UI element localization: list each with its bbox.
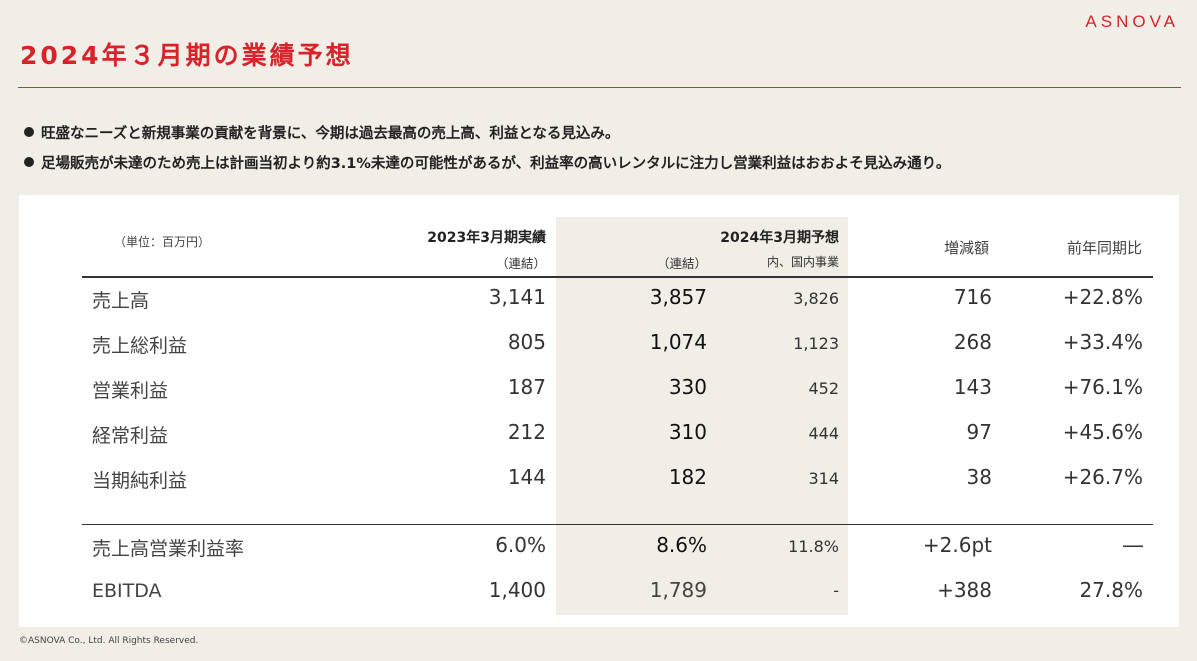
cell-yoy: +22.8% — [1062, 285, 1143, 309]
cell-forecast: 3,857 — [649, 285, 707, 309]
cell-actual: 6.0% — [495, 533, 546, 557]
forecast-column-highlight — [556, 217, 848, 615]
cell-domestic: 314 — [808, 469, 839, 488]
section-divider — [82, 524, 1153, 525]
cell-forecast: 1,074 — [649, 330, 707, 354]
cell-yoy: ― — [1123, 533, 1143, 557]
row-label: 当期純利益 — [92, 470, 188, 492]
header-actual-sub: （連結） — [495, 256, 546, 271]
row-label: 売上高 — [92, 290, 150, 312]
bullet-dot-icon — [24, 157, 34, 167]
cell-domestic: 1,123 — [793, 334, 839, 353]
header-yoy: 前年同期比 — [1066, 239, 1142, 257]
cell-actual: 144 — [507, 465, 546, 489]
forecast-table: （単位：百万円） 2023年3月期実績 （連結） 2024年3月期予想 （連結）… — [19, 195, 1179, 627]
bullet-dot-icon — [24, 127, 34, 137]
header-change: 増減額 — [943, 239, 989, 257]
cell-domestic: 444 — [808, 424, 839, 443]
page-title: 2024年３月期の業績予想 — [20, 41, 354, 70]
cell-change: 268 — [953, 330, 992, 354]
cell-actual: 212 — [507, 420, 546, 444]
cell-change: 97 — [966, 420, 992, 444]
cell-change: 716 — [953, 285, 992, 309]
unit-note: （単位：百万円） — [114, 235, 211, 249]
cell-forecast: 310 — [668, 420, 707, 444]
cell-domestic: 3,826 — [793, 289, 839, 308]
row-label: 売上高営業利益率 — [92, 538, 245, 560]
brand-logo: ASNOVA — [1085, 12, 1179, 31]
header-forecast-sub: （連結） — [656, 256, 707, 271]
cell-actual: 805 — [507, 330, 546, 354]
row-label: 経常利益 — [92, 425, 169, 447]
copyright-footer: ©ASNOVA Co., Ltd. All Rights Reserved. — [19, 636, 199, 646]
cell-forecast: 1,789 — [649, 578, 707, 602]
cell-domestic: 11.8% — [788, 537, 839, 556]
header-actual: 2023年3月期実績 — [427, 230, 546, 246]
cell-yoy: 27.8% — [1079, 578, 1143, 602]
header-domestic-sub: 内、国内事業 — [766, 255, 839, 269]
cell-yoy: +33.4% — [1062, 330, 1143, 354]
bullet-item: 旺盛なニーズと新規事業の貢献を背景に、今期は過去最高の売上高、利益となる見込み。 — [24, 117, 950, 147]
bullet-text: 旺盛なニーズと新規事業の貢献を背景に、今期は過去最高の売上高、利益となる見込み。 — [41, 125, 620, 142]
title-divider — [18, 87, 1181, 88]
cell-yoy: +26.7% — [1062, 465, 1143, 489]
header-forecast: 2024年3月期予想 — [720, 230, 839, 246]
summary-bullets: 旺盛なニーズと新規事業の貢献を背景に、今期は過去最高の売上高、利益となる見込み。… — [24, 117, 950, 177]
cell-forecast: 330 — [668, 375, 707, 399]
header-divider — [82, 276, 1153, 278]
cell-change: +2.6pt — [922, 533, 992, 557]
bullet-text: 足場販売が未達のため売上は計画当初より約3.1%未達の可能性があるが、利益率の高… — [41, 155, 951, 172]
cell-yoy: +45.6% — [1062, 420, 1143, 444]
cell-domestic: - — [833, 581, 839, 600]
row-label: 売上総利益 — [92, 335, 188, 357]
cell-domestic: 452 — [808, 379, 839, 398]
cell-change: 143 — [953, 375, 992, 399]
cell-actual: 187 — [507, 375, 546, 399]
cell-forecast: 8.6% — [656, 533, 707, 557]
cell-forecast: 182 — [668, 465, 707, 489]
cell-change: 38 — [966, 465, 992, 489]
cell-change: +388 — [937, 578, 992, 602]
cell-actual: 3,141 — [488, 285, 546, 309]
cell-yoy: +76.1% — [1062, 375, 1143, 399]
row-label: 営業利益 — [92, 380, 169, 402]
cell-actual: 1,400 — [488, 578, 546, 602]
row-label: EBITDA — [92, 580, 162, 602]
bullet-item: 足場販売が未達のため売上は計画当初より約3.1%未達の可能性があるが、利益率の高… — [24, 147, 950, 177]
